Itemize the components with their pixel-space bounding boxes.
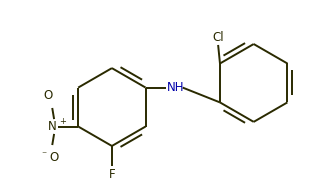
Text: N: N <box>48 120 57 133</box>
Text: NH: NH <box>167 81 185 94</box>
Text: O: O <box>50 151 59 164</box>
Text: F: F <box>109 168 115 181</box>
Text: Cl: Cl <box>212 31 224 44</box>
Text: +: + <box>59 117 66 126</box>
Text: ⁻: ⁻ <box>42 151 47 161</box>
Text: O: O <box>43 89 52 102</box>
